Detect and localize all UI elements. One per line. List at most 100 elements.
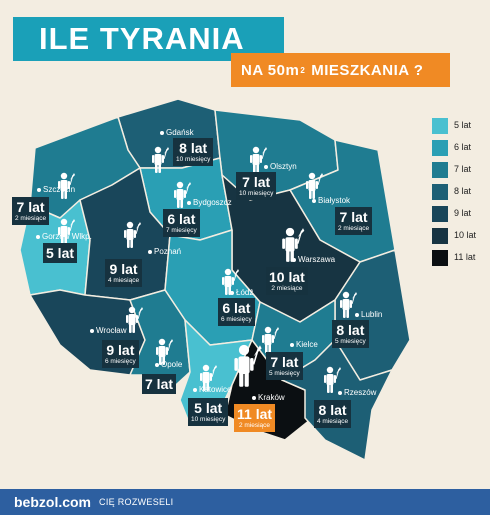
- city-label-poznan: Poznań: [148, 247, 181, 256]
- badge-months: 5 miesięcy: [335, 338, 366, 345]
- person-icon: [250, 146, 267, 173]
- footer-bar: bebzol.com CIĘ ROZWESELI: [0, 489, 490, 515]
- badge-opole: 7 lat: [142, 374, 177, 394]
- legend-item: 6 lat: [432, 140, 490, 156]
- badge-gdansk: 8 lat 10 miesięcy: [173, 138, 214, 166]
- subtitle-part-b: MIESZKANIA ?: [311, 61, 424, 79]
- badge-years: 7 lat: [270, 354, 299, 370]
- legend-swatch: [432, 140, 448, 156]
- person-icon: [152, 146, 169, 173]
- badge-months: 6 miesięcy: [221, 316, 252, 323]
- badge-bialystok: 7 lat 2 miesiące: [335, 207, 373, 235]
- person-icon: [324, 366, 341, 393]
- badge-months: 2 miesiące: [271, 285, 303, 292]
- legend-swatch: [432, 184, 448, 200]
- badge-years: 8 lat: [336, 322, 365, 338]
- legend-item: 8 lat: [432, 184, 490, 200]
- person-icon: [174, 181, 191, 208]
- badge-poznan: 9 lat 4 miesiące: [105, 259, 143, 287]
- badge-years: 9 lat: [106, 342, 135, 358]
- legend-item: 7 lat: [432, 162, 490, 178]
- page-title: ILE TYRANIA: [13, 17, 284, 61]
- badge-months: 6 miesięcy: [105, 358, 136, 365]
- badge-warszawa: 10 lat 2 miesiące: [266, 267, 308, 295]
- badge-months: 4 miesiące: [317, 418, 349, 425]
- legend-swatch: [432, 206, 448, 222]
- badge-lublin: 8 lat 5 miesięcy: [332, 320, 369, 348]
- city-label-katowice: Katowice: [193, 385, 231, 394]
- badge-years: 5 lat: [194, 400, 223, 416]
- badge-months: 5 miesięcy: [269, 370, 300, 377]
- badge-years: 6 lat: [167, 211, 196, 227]
- legend-label: 10 lat: [454, 230, 477, 240]
- city-label-wroclaw: Wrocław: [90, 326, 127, 335]
- badge-years: 5 lat: [46, 245, 75, 261]
- badge-krakow: 11 lat 2 miesiące: [234, 404, 276, 432]
- badge-wroclaw: 9 lat 6 miesięcy: [102, 340, 139, 368]
- legend-item: 10 lat: [432, 228, 490, 244]
- legend-swatch: [432, 118, 448, 134]
- page-subtitle: NA 50m 2 MIESZKANIA ?: [231, 53, 450, 87]
- person-icon: [340, 291, 357, 318]
- city-label-szczecin: Szczecin: [37, 185, 75, 194]
- legend-item: 9 lat: [432, 206, 490, 222]
- legend-label: 11 lat: [454, 252, 476, 262]
- person-icon: [126, 306, 143, 333]
- badge-years: 8 lat: [318, 402, 347, 418]
- city-label-kielce: Kielce: [290, 340, 318, 349]
- footer-brand[interactable]: bebzol.com: [14, 494, 92, 510]
- person-icon: [234, 344, 262, 387]
- person-icon: [262, 326, 279, 353]
- legend-item: 5 lat: [432, 118, 490, 134]
- city-label-lublin: Lublin: [355, 310, 382, 319]
- badge-years: 7 lat: [339, 209, 368, 225]
- city-label-rzeszow: Rzeszów: [338, 388, 376, 397]
- badge-gorzow-wlkp: 5 lat: [43, 243, 78, 263]
- badge-months: 2 miesiące: [15, 215, 47, 222]
- badge-months: 10 miesięcy: [239, 190, 274, 197]
- badge-rzeszow: 8 lat 4 miesiące: [314, 400, 352, 428]
- badge-months: 10 miesięcy: [191, 416, 226, 423]
- legend-label: 5 lat: [454, 120, 472, 130]
- city-label-gorzow-wlkp: Gorzów Wlkp.: [36, 232, 92, 241]
- city-label-warszawa: Warszawa: [292, 255, 335, 264]
- badge-months: 10 miesięcy: [176, 156, 211, 163]
- badge-years: 7 lat: [16, 199, 45, 215]
- badge-szczecin: 7 lat 2 miesiące: [12, 197, 50, 225]
- person-icon: [282, 227, 305, 262]
- badge-lodz: 6 lat 6 miesięcy: [218, 298, 255, 326]
- legend-label: 7 lat: [454, 164, 472, 174]
- city-label-bydgoszcz: Bydgoszcz: [187, 198, 232, 207]
- badge-months: 7 miesięcy: [166, 227, 197, 234]
- badge-years: 9 lat: [109, 261, 138, 277]
- person-icon: [222, 268, 239, 295]
- badge-months: 2 miesiące: [338, 225, 370, 232]
- city-label-opole: Opole: [155, 360, 182, 369]
- legend-item: 11 lat: [432, 250, 490, 266]
- legend-label: 8 lat: [454, 186, 472, 196]
- city-label-lodz: Łódź: [230, 288, 253, 297]
- badge-years: 11 lat: [237, 406, 273, 422]
- badge-years: 8 lat: [179, 140, 208, 156]
- legend-label: 9 lat: [454, 208, 472, 218]
- city-label-olsztyn: Olsztyn: [264, 162, 297, 171]
- city-label-krakow: Kraków: [252, 393, 285, 402]
- person-icon: [306, 172, 323, 199]
- badge-years: 6 lat: [222, 300, 251, 316]
- badge-kielce: 7 lat 5 miesięcy: [266, 352, 303, 380]
- city-label-gdansk: Gdańsk: [160, 128, 194, 137]
- subtitle-part-a: NA 50m: [241, 61, 300, 79]
- badge-months: 2 miesiące: [238, 422, 271, 429]
- badge-olsztyn: 7 lat 10 miesięcy: [236, 172, 277, 200]
- legend-swatch: [432, 228, 448, 244]
- legend-swatch: [432, 162, 448, 178]
- subtitle-superscript: 2: [300, 65, 306, 75]
- badge-years: 10 lat: [269, 269, 305, 285]
- badge-katowice: 5 lat 10 miesięcy: [188, 398, 229, 426]
- person-icon: [124, 221, 141, 248]
- badge-years: 7 lat: [242, 174, 271, 190]
- badge-months: 4 miesiące: [108, 277, 140, 284]
- city-label-bialystok: Białystok: [312, 196, 350, 205]
- badge-years: 7 lat: [145, 376, 174, 392]
- legend-label: 6 lat: [454, 142, 472, 152]
